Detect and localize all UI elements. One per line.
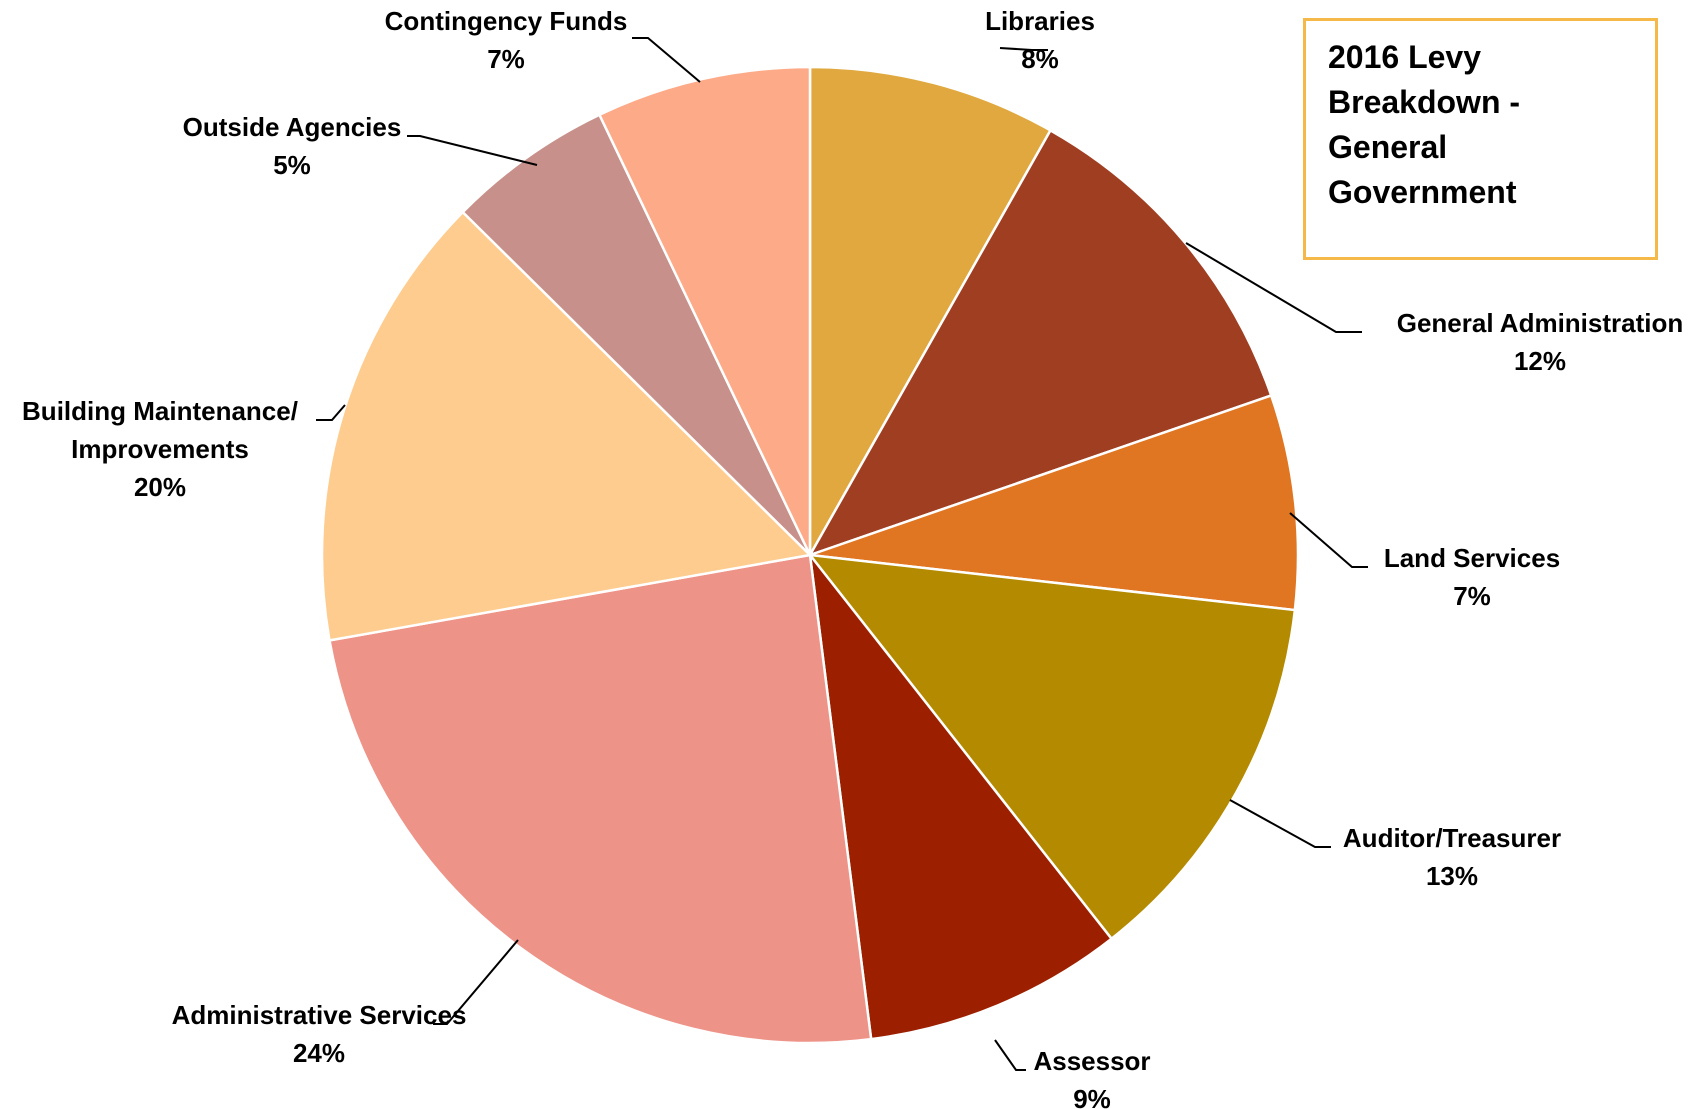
slice-label: Administrative Services 24% [172, 1000, 467, 1068]
slice-label: Assessor 9% [1033, 1046, 1150, 1109]
slice-name: General Administration [1397, 308, 1684, 338]
pie-slice-auditor-treasurer [807, 553, 1297, 941]
slice-percent: 5% [273, 150, 311, 180]
pie-slices [320, 65, 1300, 1045]
slice-name: Building Maintenance/ [22, 396, 298, 426]
leader-line [407, 135, 538, 166]
slice-label: General Administration 12% [1397, 308, 1684, 376]
slice-label: Building Maintenance/Improvements 20% [22, 396, 298, 502]
pie-slice-assessor [808, 550, 1114, 1041]
slice-name: Contingency Funds [385, 6, 628, 36]
pie-slice-libraries [808, 65, 1053, 560]
slice-name: Outside Agencies [183, 112, 402, 142]
slice-percent: 9% [1073, 1084, 1111, 1109]
leader-line [632, 37, 701, 83]
pie-slice-outside-agencies [461, 113, 812, 556]
slice-name: Land Services [1384, 543, 1560, 573]
slice-percent: 7% [487, 44, 525, 74]
chart-title-box: 2016 Levy Breakdown - General Government [1303, 18, 1658, 260]
slice-labels: Libraries 8% General Administration 12% Land… [22, 6, 1683, 1109]
pie-slice-general-administration [807, 128, 1273, 558]
slice-label: Auditor/Treasurer 13% [1343, 823, 1561, 891]
slice-label: Libraries 8% [985, 6, 1095, 74]
slice-label: Contingency Funds 7% [385, 6, 628, 74]
pie-slice-building-maintenance-improvements [320, 210, 813, 642]
leader-line [316, 404, 346, 421]
pie-slice-contingency-funds [597, 65, 812, 556]
slice-percent: 24% [293, 1038, 345, 1068]
slice-name: Administrative Services [172, 1000, 467, 1030]
slice-name: Auditor/Treasurer [1343, 823, 1561, 853]
leader-line [433, 939, 519, 1025]
slice-percent: 13% [1426, 861, 1478, 891]
slice-percent: 20% [134, 472, 186, 502]
leader-lines [316, 37, 1368, 1071]
slice-percent: 7% [1453, 581, 1491, 611]
leader-line [999, 47, 1048, 51]
chart-title: 2016 Levy Breakdown - General Government [1328, 39, 1521, 210]
leader-line [1289, 512, 1368, 568]
leader-line [994, 1039, 1026, 1071]
slice-name: Improvements [71, 434, 249, 464]
pie-slice-land-services [809, 393, 1300, 612]
slice-name: Assessor [1033, 1046, 1150, 1076]
slice-percent: 8% [1021, 44, 1059, 74]
slice-label: Land Services 7% [1384, 543, 1560, 611]
pie-slice-administrative-services [328, 553, 873, 1045]
slice-name: Libraries [985, 6, 1095, 36]
slice-label: Outside Agencies 5% [183, 112, 402, 180]
leader-line [1185, 242, 1362, 333]
slice-percent: 12% [1514, 346, 1566, 376]
leader-line [1229, 799, 1331, 848]
